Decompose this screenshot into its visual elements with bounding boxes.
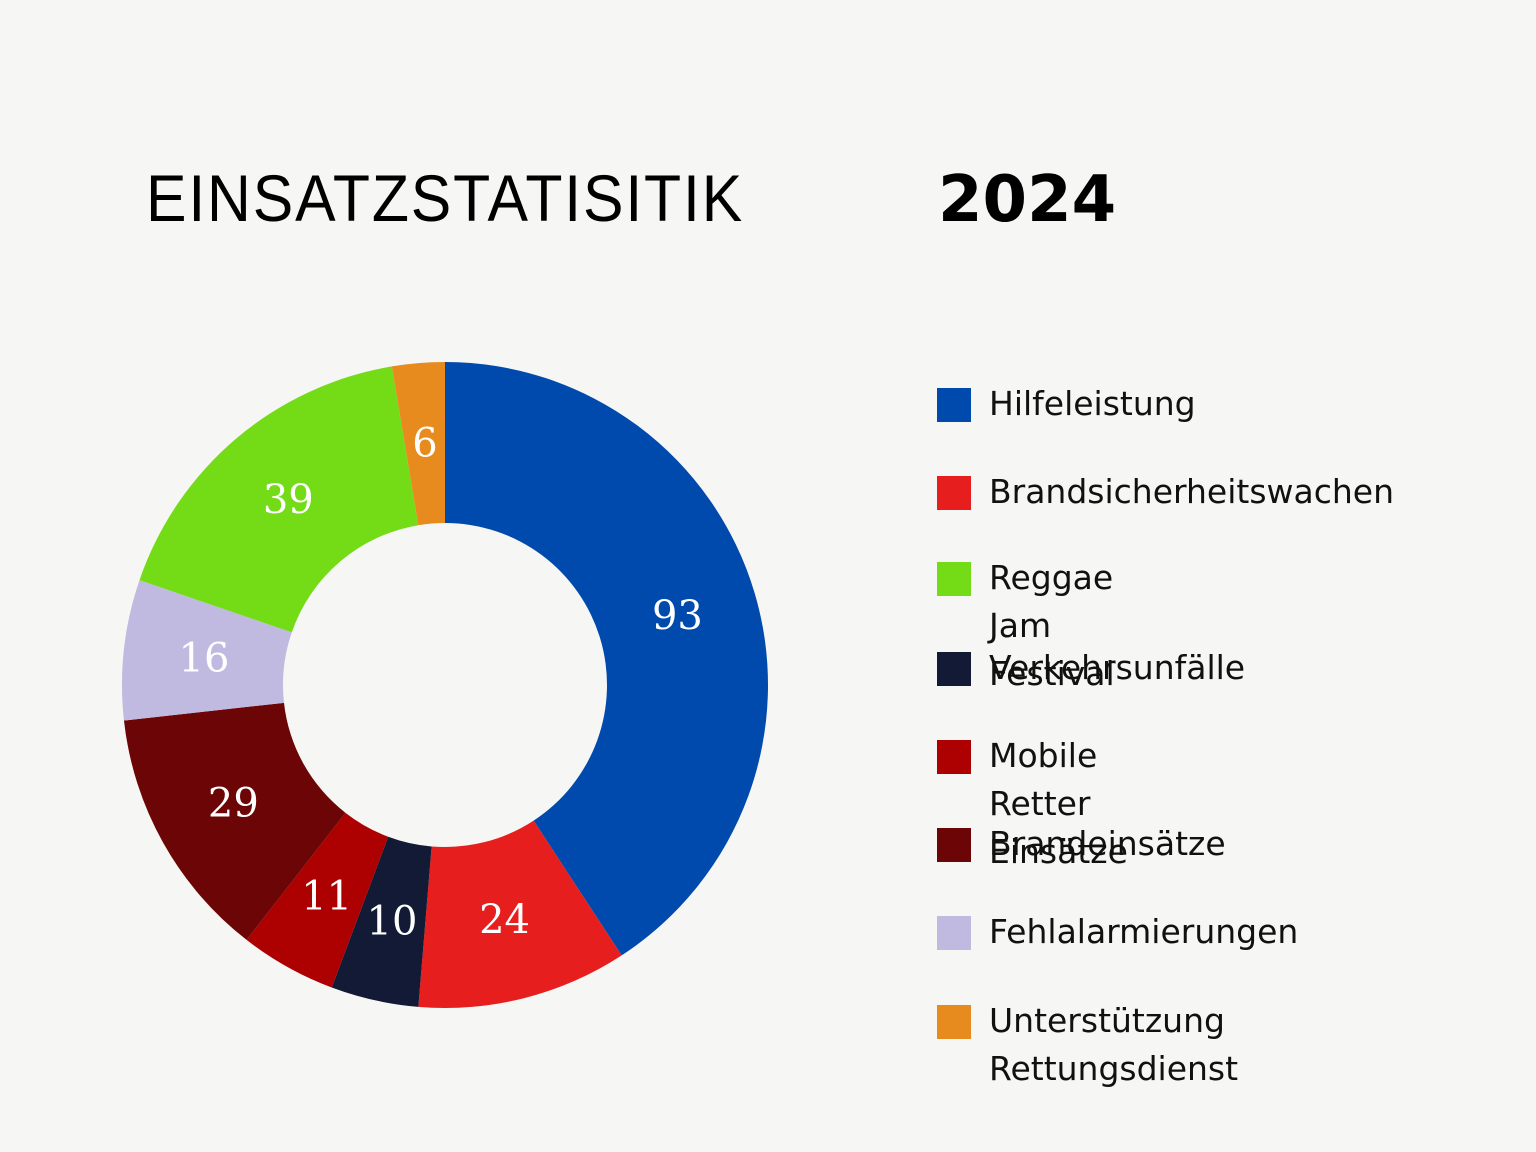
chart-year: 2024 — [938, 163, 1117, 237]
legend-swatch — [937, 388, 971, 422]
legend-swatch — [937, 740, 971, 774]
donut-slice — [418, 820, 622, 1008]
donut-slice — [246, 812, 389, 988]
donut-slice — [331, 836, 432, 1007]
legend-item-hilfeleistung: Hilfeleistung — [937, 384, 1196, 428]
legend-swatch — [937, 652, 971, 686]
slice-value-label: 93 — [652, 593, 703, 639]
legend-label: Brandsicherheitswachen — [989, 472, 1395, 511]
legend-item-brandeinsaetze: Brandeinsätze — [937, 824, 1226, 868]
legend-label: Verkehrsunfälle — [989, 648, 1246, 687]
donut-slice — [139, 366, 419, 633]
legend-label: Hilfeleistung — [989, 384, 1196, 423]
legend-item-reggae-jam-festival: Reggae Jam Festival — [937, 558, 1115, 698]
legend-item-fehlalarmierungen: Fehlalarmierungen — [937, 912, 1298, 956]
donut-slice — [121, 580, 292, 721]
legend-swatch — [937, 916, 971, 950]
legend-label: Unterstützung Rettungsdienst — [989, 1001, 1239, 1088]
legend-item-mobile-retter: Mobile Retter Einsätze — [937, 736, 1128, 876]
legend-swatch — [937, 828, 971, 862]
legend-item-verkehrsunfaelle: Verkehrsunfälle — [937, 648, 1245, 692]
legend-swatch — [937, 1005, 971, 1039]
legend-swatch — [937, 476, 971, 510]
slice-value-label: 24 — [479, 897, 530, 943]
legend-label: Reggae Jam Festival — [989, 558, 1115, 693]
slice-value-label: 10 — [367, 899, 418, 945]
donut-slice — [391, 362, 445, 526]
donut-slice — [123, 702, 346, 940]
donut-chart: 93 24 10 11 29 16 39 6 — [121, 362, 769, 1008]
slice-value-label: 29 — [208, 780, 259, 826]
slice-value-label: 16 — [179, 635, 230, 681]
slice-value-label: 6 — [412, 420, 437, 466]
legend-item-brandsicherheitswachen: Brandsicherheitswachen — [937, 472, 1394, 516]
legend-item-unterstuetzung-rettungsdienst: Unterstützung Rettungsdienst — [937, 1001, 1238, 1093]
donut-slice — [445, 362, 769, 956]
chart-title: EINSATZSTATISITIK — [146, 161, 745, 235]
slice-value-label: 39 — [263, 477, 314, 523]
legend-label: Brandeinsätze — [989, 824, 1226, 863]
slice-value-label: 11 — [301, 874, 352, 920]
legend-label: Fehlalarmierungen — [989, 912, 1299, 951]
legend-label: Mobile Retter Einsätze — [989, 736, 1128, 871]
legend-swatch — [937, 562, 971, 596]
